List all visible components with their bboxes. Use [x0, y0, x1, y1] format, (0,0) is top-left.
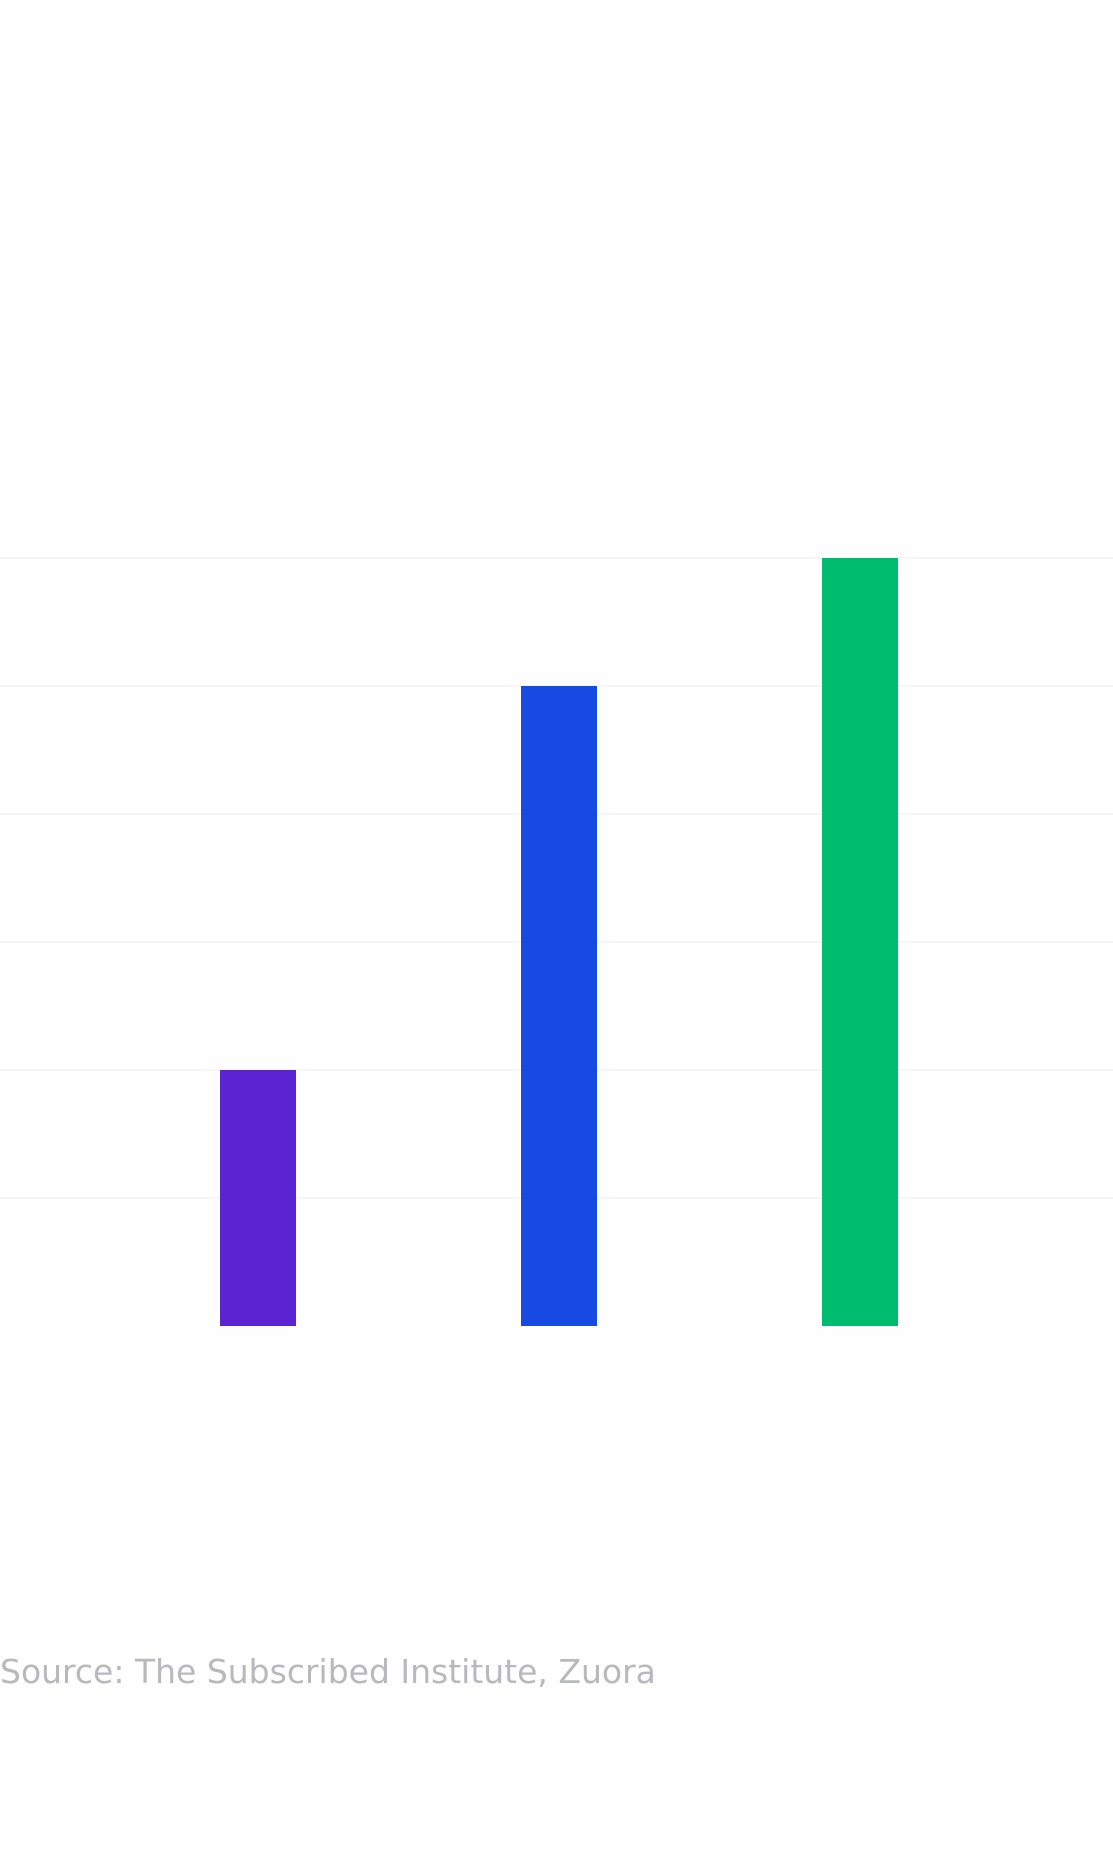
source-note: Source: The Subscribed Institute, Zuora — [0, 1652, 656, 1691]
bar-3 — [822, 558, 898, 1326]
bar-1 — [220, 1070, 296, 1326]
bars — [220, 558, 898, 1326]
bar-2 — [521, 686, 597, 1326]
